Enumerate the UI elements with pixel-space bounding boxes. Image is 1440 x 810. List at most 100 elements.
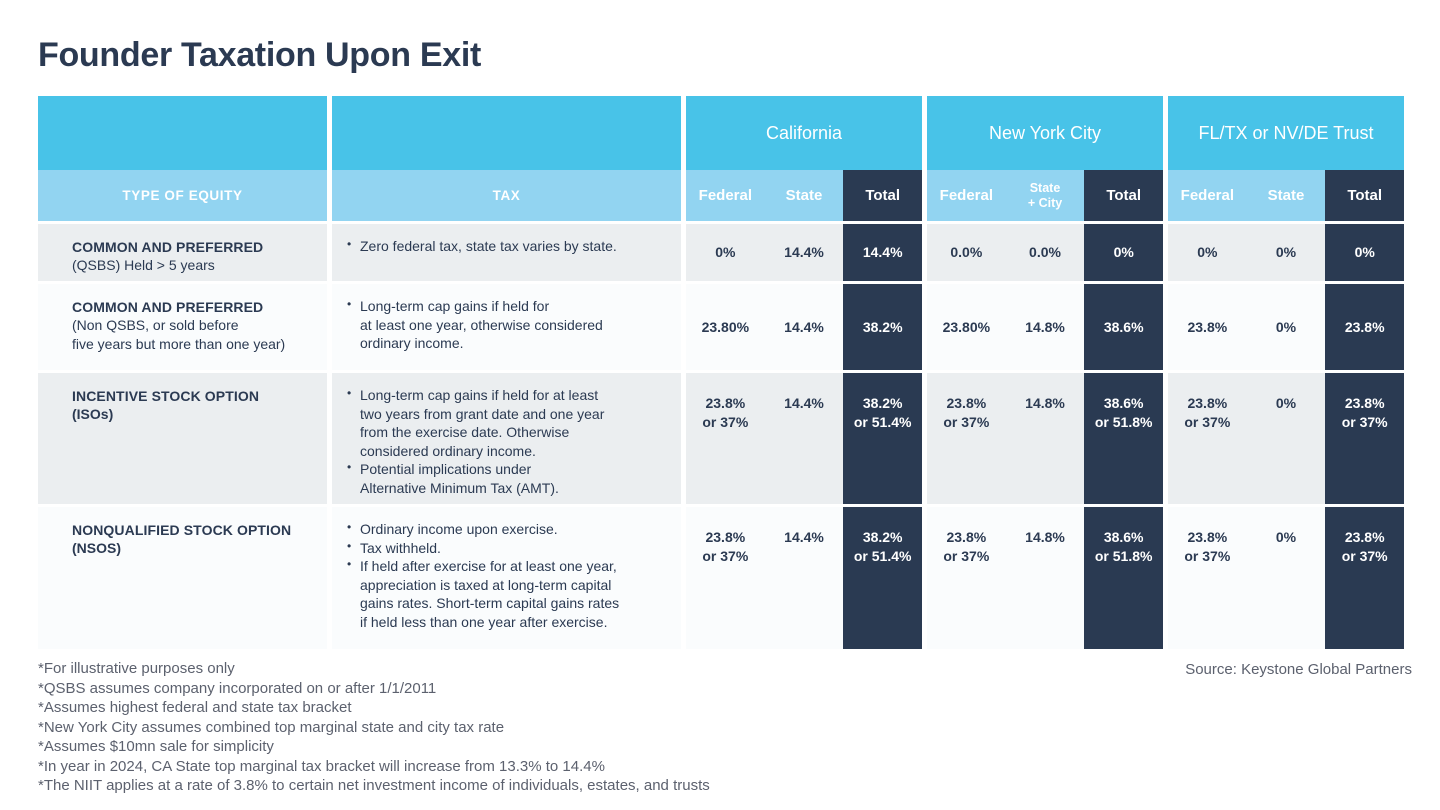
values-new-york-city: 23.8% or 37% 14.8% 38.6% or 51.8%: [927, 373, 1164, 504]
equity-cell: INCENTIVE STOCK OPTION (ISOs): [38, 373, 327, 504]
footnote: *Assumes highest federal and state tax b…: [38, 699, 352, 716]
value-trust-federal: 23.8% or 37%: [1168, 507, 1247, 649]
tax-bullet: Zero federal tax, state tax varies by st…: [346, 237, 667, 256]
region-header-trust: FL/TX or NV/DE Trust: [1168, 96, 1404, 170]
subheader-group-new-york-city: Federal State + City Total: [927, 170, 1164, 221]
table-row-non-qsbs: COMMON AND PREFERRED (Non QSBS, or sold …: [38, 284, 1405, 370]
tax-cell: Zero federal tax, state tax varies by st…: [332, 224, 681, 281]
equity-cell: COMMON AND PREFERRED (Non QSBS, or sold …: [38, 284, 327, 370]
value-nyc-federal: 23.8% or 37%: [927, 373, 1006, 504]
column-header-tax: TAX: [332, 170, 681, 221]
footnote: *QSBS assumes company incorporated on or…: [38, 679, 437, 697]
value-trust-federal: 23.8% or 37%: [1168, 373, 1247, 504]
table-header-region-row: California New York City FL/TX or NV/DE …: [38, 96, 1405, 170]
tax-bullet: Long-term cap gains if held for at least…: [346, 386, 667, 460]
value-nyc-state: 0.0%: [1005, 224, 1085, 281]
tax-bullet-list: Zero federal tax, state tax varies by st…: [346, 237, 667, 256]
equity-title: COMMON AND PREFERRED: [72, 299, 264, 315]
value-ca-state: 14.4%: [764, 507, 844, 649]
tax-bullet: Long-term cap gains if held for at least…: [346, 297, 667, 353]
equity-title: NONQUALIFIED STOCK OPTION: [72, 522, 292, 538]
value-trust-total: 23.8% or 37%: [1325, 373, 1405, 504]
tax-bullet: Potential implications under Alternative…: [346, 460, 667, 497]
footnotes: *For illustrative purposes only *QSBS as…: [38, 659, 710, 796]
region-group-new-york-city: New York City: [927, 96, 1163, 170]
subheader-trust-federal: Federal: [1168, 170, 1247, 221]
value-nyc-state: 14.8%: [1005, 373, 1085, 504]
tax-bullet: Ordinary income upon exercise.: [346, 520, 667, 539]
equity-cell: COMMON AND PREFERRED (QSBS) Held > 5 yea…: [38, 224, 327, 281]
subheader-nyc-federal: Federal: [927, 170, 1006, 221]
tax-bullet-list: Long-term cap gains if held for at least…: [346, 386, 667, 498]
value-trust-total: 0%: [1325, 224, 1405, 281]
subheader-group-trust: Federal State Total: [1168, 170, 1405, 221]
value-nyc-state: 14.8%: [1005, 507, 1085, 649]
source-attribution: Source: Keystone Global Partners: [1185, 661, 1412, 678]
equity-subtitle: (ISOs): [72, 406, 114, 423]
values-trust: 23.8% or 37% 0% 23.8% or 37%: [1168, 373, 1405, 504]
value-nyc-total: 38.6%: [1084, 284, 1164, 370]
equity-subtitle: (NSOS): [72, 540, 121, 557]
value-trust-federal: 0%: [1168, 224, 1247, 281]
footnote: *For illustrative purposes only: [38, 660, 235, 677]
subheader-ca-federal: Federal: [686, 170, 765, 221]
subheader-trust-state: State: [1246, 170, 1326, 221]
tax-cell: Ordinary income upon exercise. Tax withh…: [332, 507, 681, 649]
values-trust: 0% 0% 0%: [1168, 224, 1405, 281]
value-trust-total: 23.8%: [1325, 284, 1405, 370]
value-ca-total: 14.4%: [843, 224, 923, 281]
value-ca-federal: 23.8% or 37%: [686, 373, 765, 504]
tax-bullet-list: Long-term cap gains if held for at least…: [346, 297, 667, 353]
region-header-new-york-city: New York City: [927, 96, 1163, 170]
value-nyc-total: 38.6% or 51.8%: [1084, 373, 1164, 504]
tax-table: California New York City FL/TX or NV/DE …: [38, 96, 1405, 649]
page-title: Founder Taxation Upon Exit: [38, 36, 482, 74]
subheader-nyc-state-city: State + City: [1005, 170, 1085, 221]
values-new-york-city: 23.80% 14.8% 38.6%: [927, 284, 1164, 370]
tax-bullet-list: Ordinary income upon exercise. Tax withh…: [346, 520, 667, 632]
column-header-type-of-equity: TYPE OF EQUITY: [38, 170, 327, 221]
equity-subtitle: (QSBS) Held > 5 years: [72, 257, 215, 274]
footnote: *New York City assumes combined top marg…: [38, 718, 505, 736]
value-nyc-federal: 0.0%: [927, 224, 1006, 281]
value-ca-total: 38.2% or 51.4%: [843, 373, 923, 504]
equity-title: INCENTIVE STOCK OPTION: [72, 388, 260, 404]
region-group-trust: FL/TX or NV/DE Trust: [1168, 96, 1404, 170]
value-trust-state: 0%: [1246, 507, 1326, 649]
equity-title: COMMON AND PREFERRED: [72, 239, 264, 255]
table-row-qsbs: COMMON AND PREFERRED (QSBS) Held > 5 yea…: [38, 224, 1405, 281]
value-trust-state: 0%: [1246, 373, 1326, 504]
value-trust-state: 0%: [1246, 284, 1326, 370]
value-nyc-total: 0%: [1084, 224, 1164, 281]
value-nyc-federal: 23.8% or 37%: [927, 507, 1006, 649]
tax-cell: Long-term cap gains if held for at least…: [332, 373, 681, 504]
value-trust-total: 23.8% or 37%: [1325, 507, 1405, 649]
value-ca-total: 38.2% or 51.4%: [843, 507, 923, 649]
values-california: 23.8% or 37% 14.4% 38.2% or 51.4%: [686, 507, 923, 649]
value-ca-total: 38.2%: [843, 284, 923, 370]
values-trust: 23.8% or 37% 0% 23.8% or 37%: [1168, 507, 1405, 649]
tax-bullet: If held after exercise for at least one …: [346, 557, 667, 631]
tax-cell: Long-term cap gains if held for at least…: [332, 284, 681, 370]
table-row-isos: INCENTIVE STOCK OPTION (ISOs) Long-term …: [38, 373, 1405, 504]
subheader-group-california: Federal State Total: [686, 170, 923, 221]
value-trust-state: 0%: [1246, 224, 1326, 281]
value-nyc-state: 14.8%: [1005, 284, 1085, 370]
subheader-trust-total: Total: [1325, 170, 1405, 221]
table-header-sub-row: TYPE OF EQUITY TAX Federal State Total F…: [38, 170, 1405, 221]
tax-bullet: Tax withheld.: [346, 539, 667, 558]
subheader-nyc-total: Total: [1084, 170, 1164, 221]
equity-cell: NONQUALIFIED STOCK OPTION (NSOS): [38, 507, 327, 649]
value-trust-federal: 23.8%: [1168, 284, 1247, 370]
region-header-california: California: [686, 96, 922, 170]
footer: *For illustrative purposes only *QSBS as…: [38, 659, 1412, 796]
value-nyc-total: 38.6% or 51.8%: [1084, 507, 1164, 649]
values-new-york-city: 23.8% or 37% 14.8% 38.6% or 51.8%: [927, 507, 1164, 649]
value-ca-state: 14.4%: [764, 224, 844, 281]
subheader-ca-state: State: [764, 170, 844, 221]
footnote: *Assumes $10mn sale for simplicity: [38, 738, 274, 755]
values-trust: 23.8% 0% 23.8%: [1168, 284, 1405, 370]
value-nyc-federal: 23.80%: [927, 284, 1006, 370]
subheader-ca-total: Total: [843, 170, 923, 221]
value-ca-state: 14.4%: [764, 284, 844, 370]
